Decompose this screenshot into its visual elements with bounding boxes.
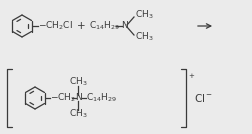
Text: N: N [122,21,128,31]
Text: $\mathsf{Cl^-}$: $\mathsf{Cl^-}$ [194,92,213,104]
Text: +: + [188,73,194,79]
Text: $\mathsf{CH_3}$: $\mathsf{CH_3}$ [69,108,87,120]
Text: $\mathsf{CH_3}$: $\mathsf{CH_3}$ [69,76,87,88]
Text: $\mathsf{C_{14}H_{29}}$: $\mathsf{C_{14}H_{29}}$ [86,92,117,104]
Text: $\mathsf{CH_3}$: $\mathsf{CH_3}$ [135,31,154,43]
Text: $\mathsf{-CH_2Cl}$: $\mathsf{-CH_2Cl}$ [38,20,73,32]
Text: $\mathsf{-CH_2}$: $\mathsf{-CH_2}$ [50,92,76,104]
Text: $\mathsf{C_{14}H_{29}}$: $\mathsf{C_{14}H_{29}}$ [89,20,120,32]
Text: $\mathsf{CH_3}$: $\mathsf{CH_3}$ [135,9,154,21]
Text: N: N [75,94,81,103]
Text: +: + [77,21,85,31]
